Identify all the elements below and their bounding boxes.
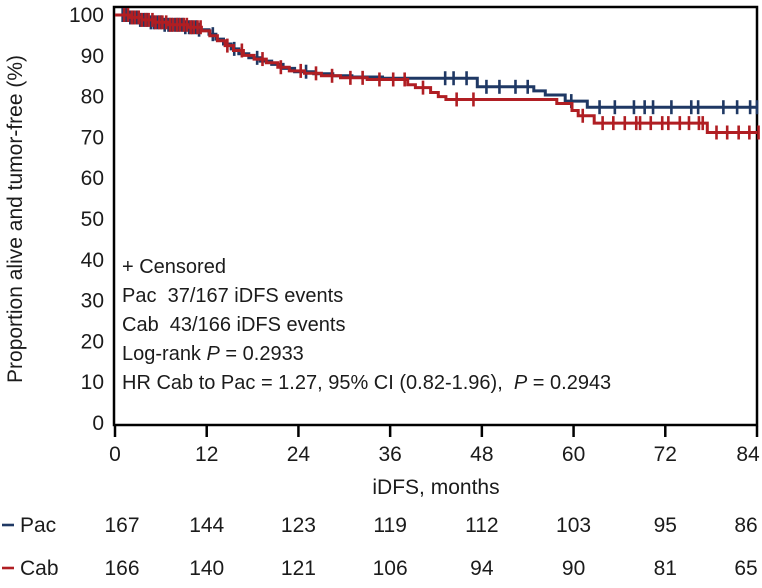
y-tick-label: 0: [92, 412, 104, 435]
risk-count: 90: [562, 557, 585, 580]
y-tick-label: 60: [81, 167, 104, 190]
risk-count: 119: [373, 514, 406, 537]
cab-curve: [115, 13, 757, 134]
risk-count: 167: [104, 514, 139, 537]
annotation-line: Cab 43/166 iDFS events: [122, 314, 345, 336]
y-tick-label: 70: [81, 126, 104, 149]
y-tick-label: 20: [81, 330, 104, 353]
x-tick-label: 48: [470, 443, 493, 466]
x-tick-label: 0: [109, 443, 121, 466]
risk-count: 144: [189, 514, 224, 537]
y-tick-label: 80: [81, 86, 104, 109]
y-tick-label: 10: [81, 371, 104, 394]
annotation-line: + Censored: [122, 256, 226, 278]
x-tick-label: 72: [654, 443, 677, 466]
annotation-line: Pac 37/167 iDFS events: [122, 285, 343, 307]
risk-row-label: Pac: [20, 514, 56, 537]
annotation-line: Log-rank P = 0.2933: [122, 343, 304, 365]
plot-frame: [112, 5, 759, 427]
risk-count: 106: [373, 557, 408, 580]
x-tick-label: 12: [195, 443, 218, 466]
risk-count: 95: [654, 514, 677, 537]
y-axis-title: Proportion alive and tumor-free (%): [4, 55, 27, 383]
y-tick-label: 90: [81, 45, 104, 68]
risk-count: 81: [654, 557, 677, 580]
risk-count: 123: [281, 514, 316, 537]
y-tick-label: 100: [69, 4, 104, 27]
risk-count: 103: [556, 514, 591, 537]
y-tick-label: 30: [81, 290, 104, 313]
risk-count: 94: [470, 557, 494, 580]
risk-count: 65: [734, 557, 757, 580]
x-tick-label: 60: [562, 443, 585, 466]
x-tick-label: 24: [287, 443, 311, 466]
x-tick-label: 84: [736, 443, 760, 466]
risk-count: 121: [281, 557, 316, 580]
x-axis-title: iDFS, months: [372, 476, 499, 499]
x-tick-label: 36: [378, 443, 401, 466]
risk-count: 112: [465, 514, 498, 537]
risk-row-label: Cab: [20, 557, 59, 580]
risk-count: 140: [189, 557, 224, 580]
annotation-line: HR Cab to Pac = 1.27, 95% CI (0.82-1.96)…: [122, 372, 611, 394]
risk-count: 86: [734, 514, 757, 537]
y-tick-label: 40: [81, 249, 104, 272]
y-tick-label: 50: [81, 208, 104, 231]
risk-count: 166: [104, 557, 139, 580]
